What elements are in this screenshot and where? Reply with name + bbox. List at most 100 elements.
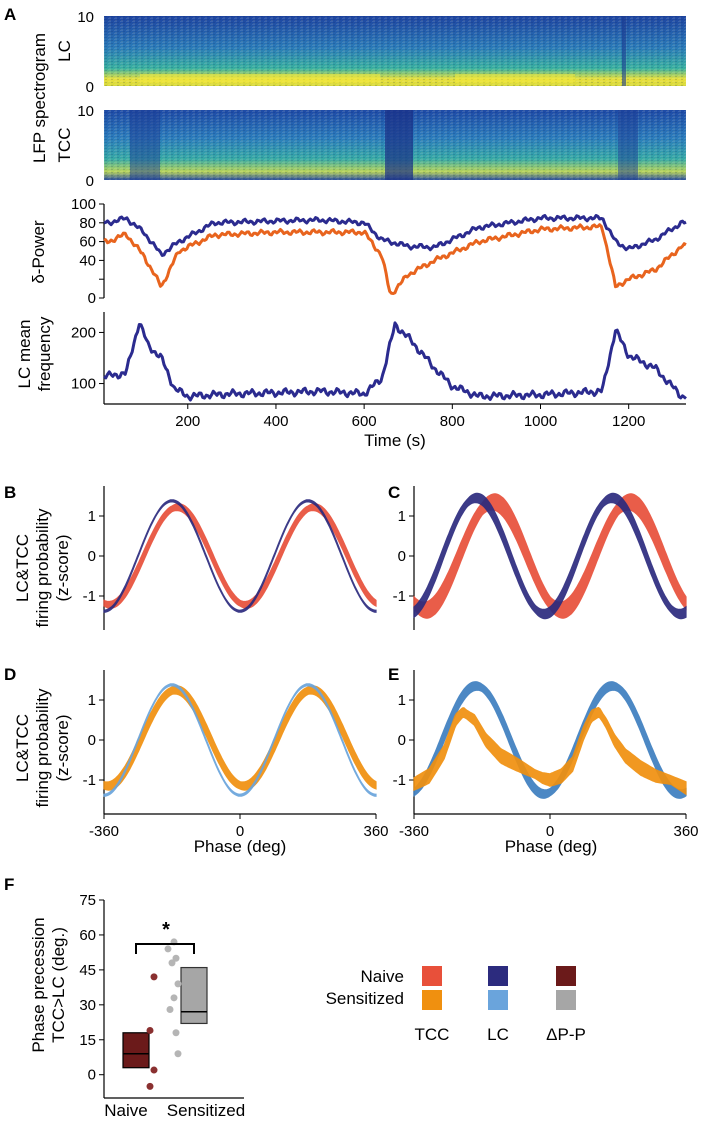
panel-f-ylabel-2: TCC>LC (deg.) — [49, 927, 68, 1043]
panel-label-a: A — [4, 5, 16, 24]
panel-label-e: E — [388, 665, 399, 684]
lc-frequency-line — [103, 321, 687, 402]
phase-xtick-label: -360 — [89, 823, 119, 840]
lc-frequency-ylabel-2: frequency — [35, 316, 54, 391]
lc-spectrogram-transition — [622, 16, 626, 86]
legend-row-sensitized: Sensitized — [326, 989, 404, 1008]
data-point-sensitized — [164, 945, 172, 953]
panel-f-xlabel-sensitized: Sensitized — [167, 1101, 245, 1120]
panel-label-c: C — [388, 483, 400, 502]
panel-f-ylabel-1: Phase precession — [29, 917, 48, 1052]
significance-bracket — [135, 943, 195, 954]
lc-spectrogram — [104, 16, 686, 86]
phase-xtick-label: 0 — [546, 823, 554, 840]
tcc-ytick-0: 0 — [86, 173, 94, 190]
panel-e-xlabel: Phase (deg) — [505, 837, 598, 856]
phase-band-tcc-sensitized- — [103, 685, 377, 791]
f-ytick-label: 0 — [88, 1067, 96, 1084]
data-point-sensitized — [168, 959, 176, 967]
legend-col-tcc: TCC — [415, 1025, 450, 1044]
data-point-sensitized — [166, 1005, 174, 1013]
panel-c-plot: 1 0 -1 — [393, 486, 687, 630]
data-point-naive — [146, 1026, 154, 1034]
phase-band-lc-sensitized- — [103, 683, 377, 797]
phase-band-lc-sensitized- — [413, 681, 687, 799]
time-xtick-label: 600 — [352, 413, 377, 430]
f-ytick-label: 30 — [79, 997, 96, 1014]
data-point-sensitized — [174, 1050, 182, 1058]
phase-ytick-label: 0 — [88, 732, 96, 749]
panel-f-plot: 75 60 45 30 15 0 — [79, 892, 244, 1099]
tcc-spectrogram-dark-2 — [385, 110, 413, 180]
delta-ytick-label: 100 — [71, 196, 96, 213]
panel-e-plot: 1 0 -1 -360 0 360 — [393, 670, 699, 840]
phase-ytick-label: 1 — [88, 508, 96, 525]
data-point-sensitized — [170, 994, 178, 1002]
phase-band-lc-naive- — [103, 499, 377, 613]
phase-ytick-label: -1 — [393, 772, 406, 789]
legend-col-lc: LC — [487, 1025, 509, 1044]
phase-ytick-label: 1 — [88, 692, 96, 709]
phase-ytick-label: 1 — [398, 692, 406, 709]
legend-swatch-lc-sensitized — [488, 990, 508, 1010]
data-point-naive — [150, 1066, 158, 1074]
tcc-ytick-10: 10 — [77, 103, 94, 120]
legend-swatch-dpp-sensitized — [556, 990, 576, 1010]
f-ytick-label: 45 — [79, 962, 96, 979]
panel-f-xlabel-naive: Naive — [104, 1101, 147, 1120]
data-point-sensitized — [174, 980, 182, 988]
f-ytick-label: 60 — [79, 927, 96, 944]
lc-frequency-ylabel-1: LC mean — [15, 320, 34, 389]
spectrogram-ylabel: LFP spectrogram — [30, 33, 49, 163]
legend-swatch-tcc-naive — [422, 966, 442, 986]
phase-ytick-label: 1 — [398, 508, 406, 525]
significance-star: * — [162, 919, 170, 941]
delta-ytick-label: 80 — [79, 215, 96, 232]
tcc-spectrogram — [104, 110, 686, 180]
tcc-spectrogram-dark-3 — [618, 110, 638, 180]
data-point-naive — [150, 973, 158, 981]
panel-d-ylabel-2: firing probability — [33, 688, 52, 808]
time-xtick-label: 400 — [263, 413, 288, 430]
phase-xtick-label: 360 — [673, 823, 698, 840]
lc-ytick-10: 10 — [77, 9, 94, 26]
legend-swatch-dpp-naive — [556, 966, 576, 986]
phase-band-tcc-sensitized- — [413, 706, 687, 796]
phase-ytick-label: 0 — [88, 548, 96, 565]
panel-d-plot: 1 0 -1 -360 0 360 — [83, 670, 389, 840]
f-ytick-label: 15 — [79, 1032, 96, 1049]
phase-xtick-label: 360 — [363, 823, 388, 840]
delta-ytick-label: 60 — [79, 234, 96, 251]
delta-ytick-label: 0 — [88, 290, 96, 307]
legend-col-dpp: ΔP-P — [546, 1025, 586, 1044]
phase-ytick-label: -1 — [83, 772, 96, 789]
time-xlabel: Time (s) — [364, 431, 426, 450]
time-xtick-label: 1200 — [612, 413, 645, 430]
delta-power-line-tcc — [103, 223, 687, 295]
panel-b-plot: 1 0 -1 — [83, 486, 377, 630]
lc-spectrogram-label: LC — [55, 40, 74, 62]
panel-d-xlabel: Phase (deg) — [194, 837, 287, 856]
phase-ytick-label: -1 — [393, 588, 406, 605]
legend-swatch-tcc-sensitized — [422, 990, 442, 1010]
tcc-spectrogram-dark-1 — [130, 110, 160, 180]
phase-xtick-label: -360 — [399, 823, 429, 840]
lc-spectrogram-band-2 — [455, 74, 575, 83]
data-point-sensitized — [172, 954, 180, 962]
time-xtick-label: 1000 — [524, 413, 557, 430]
phase-ytick-label: 0 — [398, 548, 406, 565]
legend-row-naive: Naive — [361, 967, 404, 986]
time-xtick-label: 200 — [175, 413, 200, 430]
panel-d-ylabel-3: (z-score) — [53, 714, 72, 781]
lc-spectrogram-band-1 — [140, 74, 380, 83]
box-sensitized — [180, 966, 208, 1025]
delta-ytick-label: 40 — [79, 252, 96, 269]
freq-ytick-label: 200 — [71, 324, 96, 341]
panel-label-d: D — [4, 665, 16, 684]
phase-ytick-label: -1 — [83, 588, 96, 605]
lc-frequency-plot: 200 100 200 400 600 800 1000 1200 — [71, 312, 687, 430]
phase-ytick-label: 0 — [398, 732, 406, 749]
panel-b-ylabel-2: firing probability — [33, 508, 52, 628]
